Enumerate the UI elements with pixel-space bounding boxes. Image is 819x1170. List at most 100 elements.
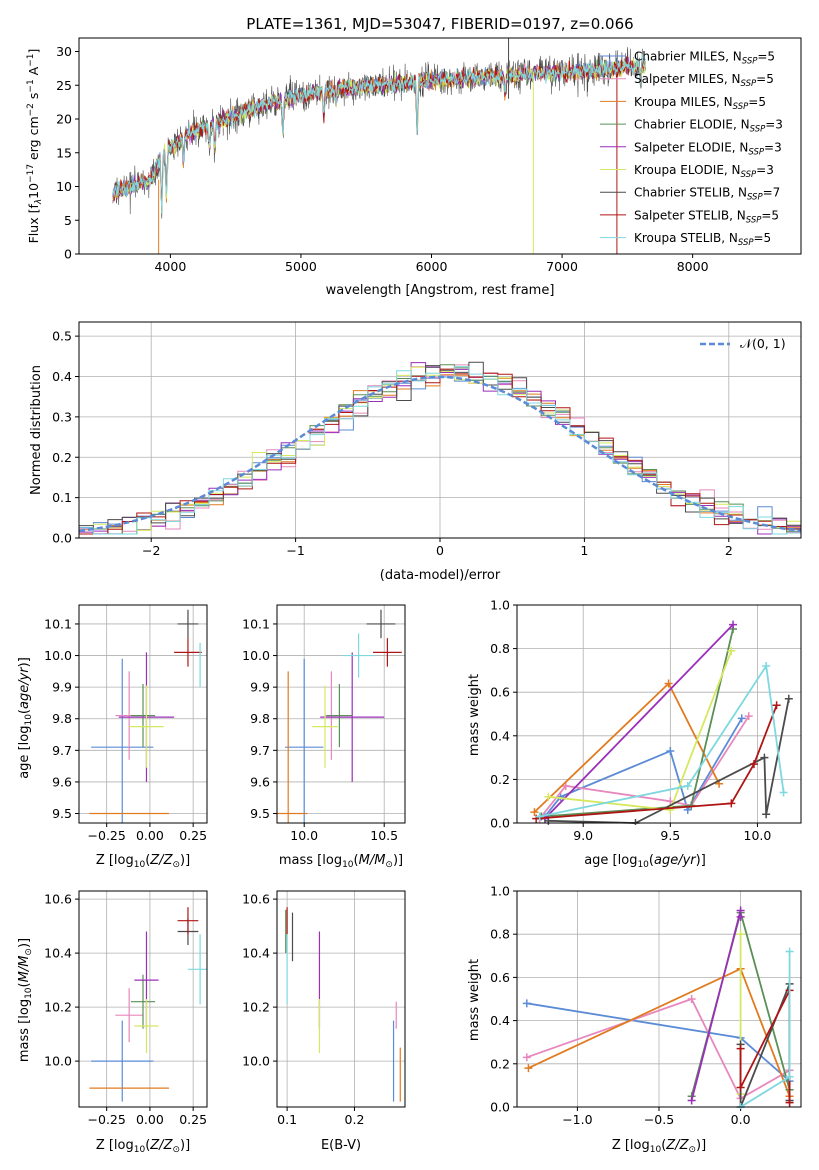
mass-weight-vs-age-marker xyxy=(737,714,746,723)
spectrum-plot-area xyxy=(112,38,646,254)
mass-weight-vs-age-marker xyxy=(683,781,692,790)
mass-vs-EBV-ytick-label: 10.4 xyxy=(242,946,270,961)
mass-vs-Z-ytick-label: 10.4 xyxy=(44,946,72,961)
mass-vs-EBV-ytick-label: 10.0 xyxy=(242,1054,270,1069)
age-vs-mass-errorbar xyxy=(326,683,353,748)
legend-label: Chabrier MILES, NSSP=5 xyxy=(634,50,775,67)
age-vs-Z-frame xyxy=(78,604,208,824)
age-vs-Z-errorbar xyxy=(177,609,199,639)
mass-weight-vs-age-ytick-label: 0.2 xyxy=(490,772,510,787)
mass-weight-vs-Z-series-line xyxy=(526,997,791,1100)
figure-title: PLATE=1361, MJD=53047, FIBERID=0197, z=0… xyxy=(246,15,633,33)
mass-weight-vs-Z-xtick-label: −1.0 xyxy=(562,1112,592,1127)
age-vs-mass-errorbar xyxy=(373,638,402,667)
mass-weight-vs-Z-ytick-label: 1.0 xyxy=(490,884,510,899)
mass-weight-vs-Z-marker xyxy=(785,947,794,956)
mass-weight-vs-Z-xtick-label: −0.5 xyxy=(644,1112,674,1127)
spectrum-lines xyxy=(112,38,646,254)
mass-weight-vs-Z-marker xyxy=(522,1053,531,1062)
mass-weight-vs-age-marker xyxy=(535,812,544,821)
age-vs-mass-errorbar xyxy=(366,609,396,639)
mass-vs-Z-ylabel: mass [log10(M/M⊙)] xyxy=(17,938,34,1062)
mass-weight-vs-age-marker xyxy=(749,760,758,769)
residuals-xlabel: (data-model)/error xyxy=(380,568,501,583)
mass-weight-vs-age-xlabel: age [log10(age/yr)] xyxy=(584,853,706,870)
mass-weight-vs-age-frame xyxy=(516,604,802,824)
age-vs-mass-ytick-label: 9.5 xyxy=(250,806,270,821)
mass-vs-Z-frame xyxy=(78,890,208,1108)
age-vs-Z-ylabel: age [log10(age/yr)] xyxy=(17,657,34,779)
mass-vs-Z-points xyxy=(89,907,207,1102)
mass-weight-vs-Z-ytick-label: 0.4 xyxy=(490,1013,510,1028)
residuals-ylabel: Normed distribution xyxy=(29,365,44,495)
mass-vs-Z-errorbar xyxy=(115,988,143,1043)
mass-vs-EBV-bg xyxy=(277,891,405,1107)
spectrum-ytick-label: 25 xyxy=(56,78,72,93)
mass-weight-vs-Z-marker xyxy=(736,912,745,921)
mass-weight-vs-age-ytick-label: 0.8 xyxy=(490,641,510,656)
mass-weight-vs-Z-marker xyxy=(785,1098,794,1107)
mass-vs-Z-xlabel: Z [log10(Z/Z⊙)] xyxy=(96,1138,190,1155)
mass-weight-vs-Z-lines xyxy=(522,906,794,1109)
mass-weight-vs-age-marker xyxy=(744,712,753,721)
legend-label: Kroupa STELIB, NSSP=5 xyxy=(634,231,771,248)
age-vs-mass-frame xyxy=(276,604,406,824)
spectrum-xtick-label: 5000 xyxy=(285,259,317,274)
mass-weight-vs-age-marker xyxy=(666,747,675,756)
mass-vs-Z-ytick-label: 10.6 xyxy=(44,892,72,907)
mass-weight-vs-age-marker xyxy=(727,646,736,655)
legend-label: Salpeter STELIB, NSSP=5 xyxy=(634,208,779,225)
mass-weight-vs-Z-ytick-label: 0.2 xyxy=(490,1056,510,1071)
mass-weight-vs-age-xtick-label: 9.5 xyxy=(660,828,680,843)
mass-weight-vs-age-xtick-label: 9.0 xyxy=(573,828,593,843)
mass-weight-vs-age-marker xyxy=(772,701,781,710)
mass-weight-vs-age-ytick-label: 0.0 xyxy=(490,816,510,831)
mass-weight-vs-age-series-line xyxy=(539,663,785,818)
age-vs-mass-errorbar xyxy=(277,671,308,823)
age-vs-Z-ytick-label: 10.1 xyxy=(44,616,72,631)
residuals-ytick-label: 0.0 xyxy=(52,531,72,546)
mass-weight-vs-age-marker xyxy=(530,808,539,817)
mass-vs-Z-errorbar xyxy=(177,907,199,935)
mass-weight-vs-Z-ytick-label: 0.8 xyxy=(490,927,510,942)
mass-vs-EBV-frame xyxy=(276,890,406,1108)
mass-weight-vs-age-ytick-label: 1.0 xyxy=(490,598,510,613)
mass-weight-vs-Z-xlabel: Z [log10(Z/Z⊙)] xyxy=(612,1138,706,1155)
mass-vs-EBV-panel: 0.1 0.2 10.0 10.2 10.4 10.6 xyxy=(242,890,406,1127)
mass-weight-vs-age-marker xyxy=(544,792,553,801)
mass-vs-Z-ytick-label: 10.0 xyxy=(44,1054,72,1069)
mass-weight-vs-age-ylabel: mass weight xyxy=(467,674,482,756)
spectrum-ytick-label: 15 xyxy=(56,145,72,160)
age-vs-mass-ytick-label: 9.7 xyxy=(250,743,270,758)
normal-curve xyxy=(79,375,801,533)
spectrum-ytick-label: 20 xyxy=(56,112,72,127)
mass-weight-vs-Z-marker xyxy=(524,1064,533,1073)
mass-vs-EBV-ytick-label: 10.6 xyxy=(242,892,270,907)
mass-vs-Z-xtick-label: −0.25 xyxy=(88,1112,126,1127)
spectrum-xtick-label: 6000 xyxy=(416,259,448,274)
mass-weight-vs-Z-marker xyxy=(687,1096,696,1105)
residuals-histogram-step xyxy=(79,361,801,535)
spectrum-series-line xyxy=(112,54,646,214)
mass-weight-vs-Z-marker xyxy=(736,930,745,939)
age-vs-Z-ytick-label: 10.0 xyxy=(44,648,72,663)
mass-weight-vs-age-marker xyxy=(729,620,738,629)
age-vs-mass-ytick-label: 9.8 xyxy=(250,711,270,726)
age-vs-Z-xlabel: Z [log10(Z/Z⊙)] xyxy=(96,853,190,870)
age-vs-Z-xtick-label: −0.25 xyxy=(88,828,126,843)
mass-weight-vs-age-xtick-label: 10.0 xyxy=(744,828,772,843)
mass-weight-vs-Z-ytick-label: 0.6 xyxy=(490,970,510,985)
legend-label: Salpeter MILES, NSSP=5 xyxy=(634,72,774,89)
mass-vs-EBV-xtick-label: 0.1 xyxy=(277,1112,297,1127)
spectrum-xtick-label: 4000 xyxy=(154,259,186,274)
mass-weight-vs-age-bg xyxy=(517,605,801,823)
mass-weight-vs-age-marker xyxy=(762,662,771,671)
age-vs-mass-bg xyxy=(277,605,405,823)
mass-weight-vs-Z-marker xyxy=(785,1072,794,1081)
age-vs-mass-errorbar xyxy=(285,658,324,823)
spectrum-xtick-label: 7000 xyxy=(546,259,578,274)
mass-weight-vs-age-marker xyxy=(762,810,771,819)
legend-label: Chabrier ELODIE, NSSP=3 xyxy=(634,118,783,135)
mass-weight-vs-Z-marker xyxy=(522,999,531,1008)
